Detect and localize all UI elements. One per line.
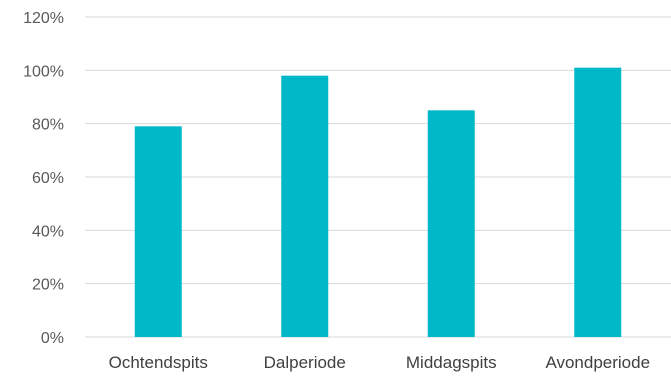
y-tick-label: 0% [41, 330, 64, 347]
gridlines [85, 16, 671, 338]
y-tick-label: 60% [32, 170, 64, 187]
x-category-label: Middagspits [406, 353, 497, 372]
bar-ochtendspits [134, 126, 182, 337]
y-tick-label: 40% [32, 223, 64, 240]
x-category-label: Ochtendspits [109, 353, 208, 372]
bars [134, 67, 622, 338]
bar-dalperiode [281, 75, 329, 338]
bar-middagspits [427, 110, 475, 337]
x-axis-category-labels: Ochtendspits Dalperiode Middagspits Avondpe… [109, 353, 650, 372]
x-category-label: Avondperiode [545, 353, 650, 372]
bar-avondperiode [574, 67, 622, 338]
y-tick-label: 80% [32, 117, 64, 134]
y-tick-label: 120% [23, 10, 64, 27]
y-tick-label: 20% [32, 277, 64, 294]
y-axis-tick-labels: 0% 20% 40% 60% 80% 100% 120% [23, 10, 64, 347]
y-tick-label: 100% [23, 63, 64, 80]
x-category-label: Dalperiode [264, 353, 346, 372]
